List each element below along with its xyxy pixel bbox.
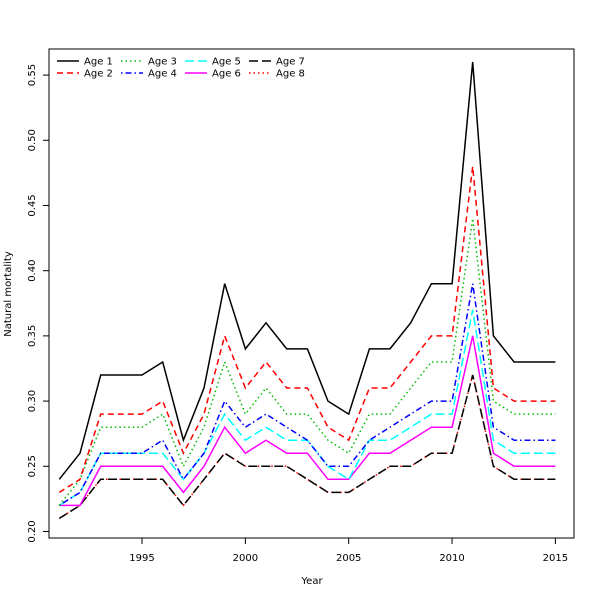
y-tick-label: 0.30 bbox=[27, 390, 38, 412]
y-axis: 0.20 0.25 0.30 0.35 0.40 0.45 0.50 0.55 bbox=[27, 64, 49, 543]
x-tick-label: 2005 bbox=[336, 553, 361, 564]
series-line-age-6 bbox=[59, 335, 556, 507]
x-tick-label: 2015 bbox=[543, 553, 568, 564]
y-tick-label: 0.40 bbox=[27, 260, 38, 282]
x-axis: 1995 2000 2005 2010 2015 bbox=[129, 538, 568, 564]
series-line-age-7 bbox=[58, 374, 556, 520]
legend-label: Age 6 bbox=[212, 69, 241, 80]
x-axis-label: Year bbox=[300, 576, 323, 587]
legend-label: Age 7 bbox=[276, 57, 305, 68]
legend-label: Age 3 bbox=[148, 57, 177, 68]
x-tick-label: 2010 bbox=[439, 553, 464, 564]
legend-label: Age 5 bbox=[212, 57, 241, 68]
series-line-age-3 bbox=[58, 218, 556, 506]
y-tick-label: 0.20 bbox=[27, 520, 38, 542]
x-tick-label: 1995 bbox=[129, 553, 154, 564]
legend-label: Age 4 bbox=[148, 69, 177, 80]
series-line-age-2 bbox=[58, 166, 556, 494]
x-tick-label: 2000 bbox=[233, 553, 258, 564]
series-line-age-4 bbox=[58, 283, 556, 507]
series-line-age-1 bbox=[58, 61, 556, 480]
y-tick-label: 0.55 bbox=[27, 64, 38, 86]
plot-frame bbox=[48, 48, 575, 539]
series-layer bbox=[58, 61, 556, 520]
legend-label: Age 8 bbox=[276, 69, 305, 80]
y-axis-label: Natural mortality bbox=[3, 251, 14, 337]
y-tick-label: 0.50 bbox=[27, 129, 38, 151]
legend-label: Age 2 bbox=[84, 69, 113, 80]
legend-label: Age 1 bbox=[84, 57, 113, 68]
y-tick-label: 0.35 bbox=[27, 325, 38, 347]
y-tick-label: 0.45 bbox=[27, 194, 38, 216]
y-tick-label: 0.25 bbox=[27, 455, 38, 477]
